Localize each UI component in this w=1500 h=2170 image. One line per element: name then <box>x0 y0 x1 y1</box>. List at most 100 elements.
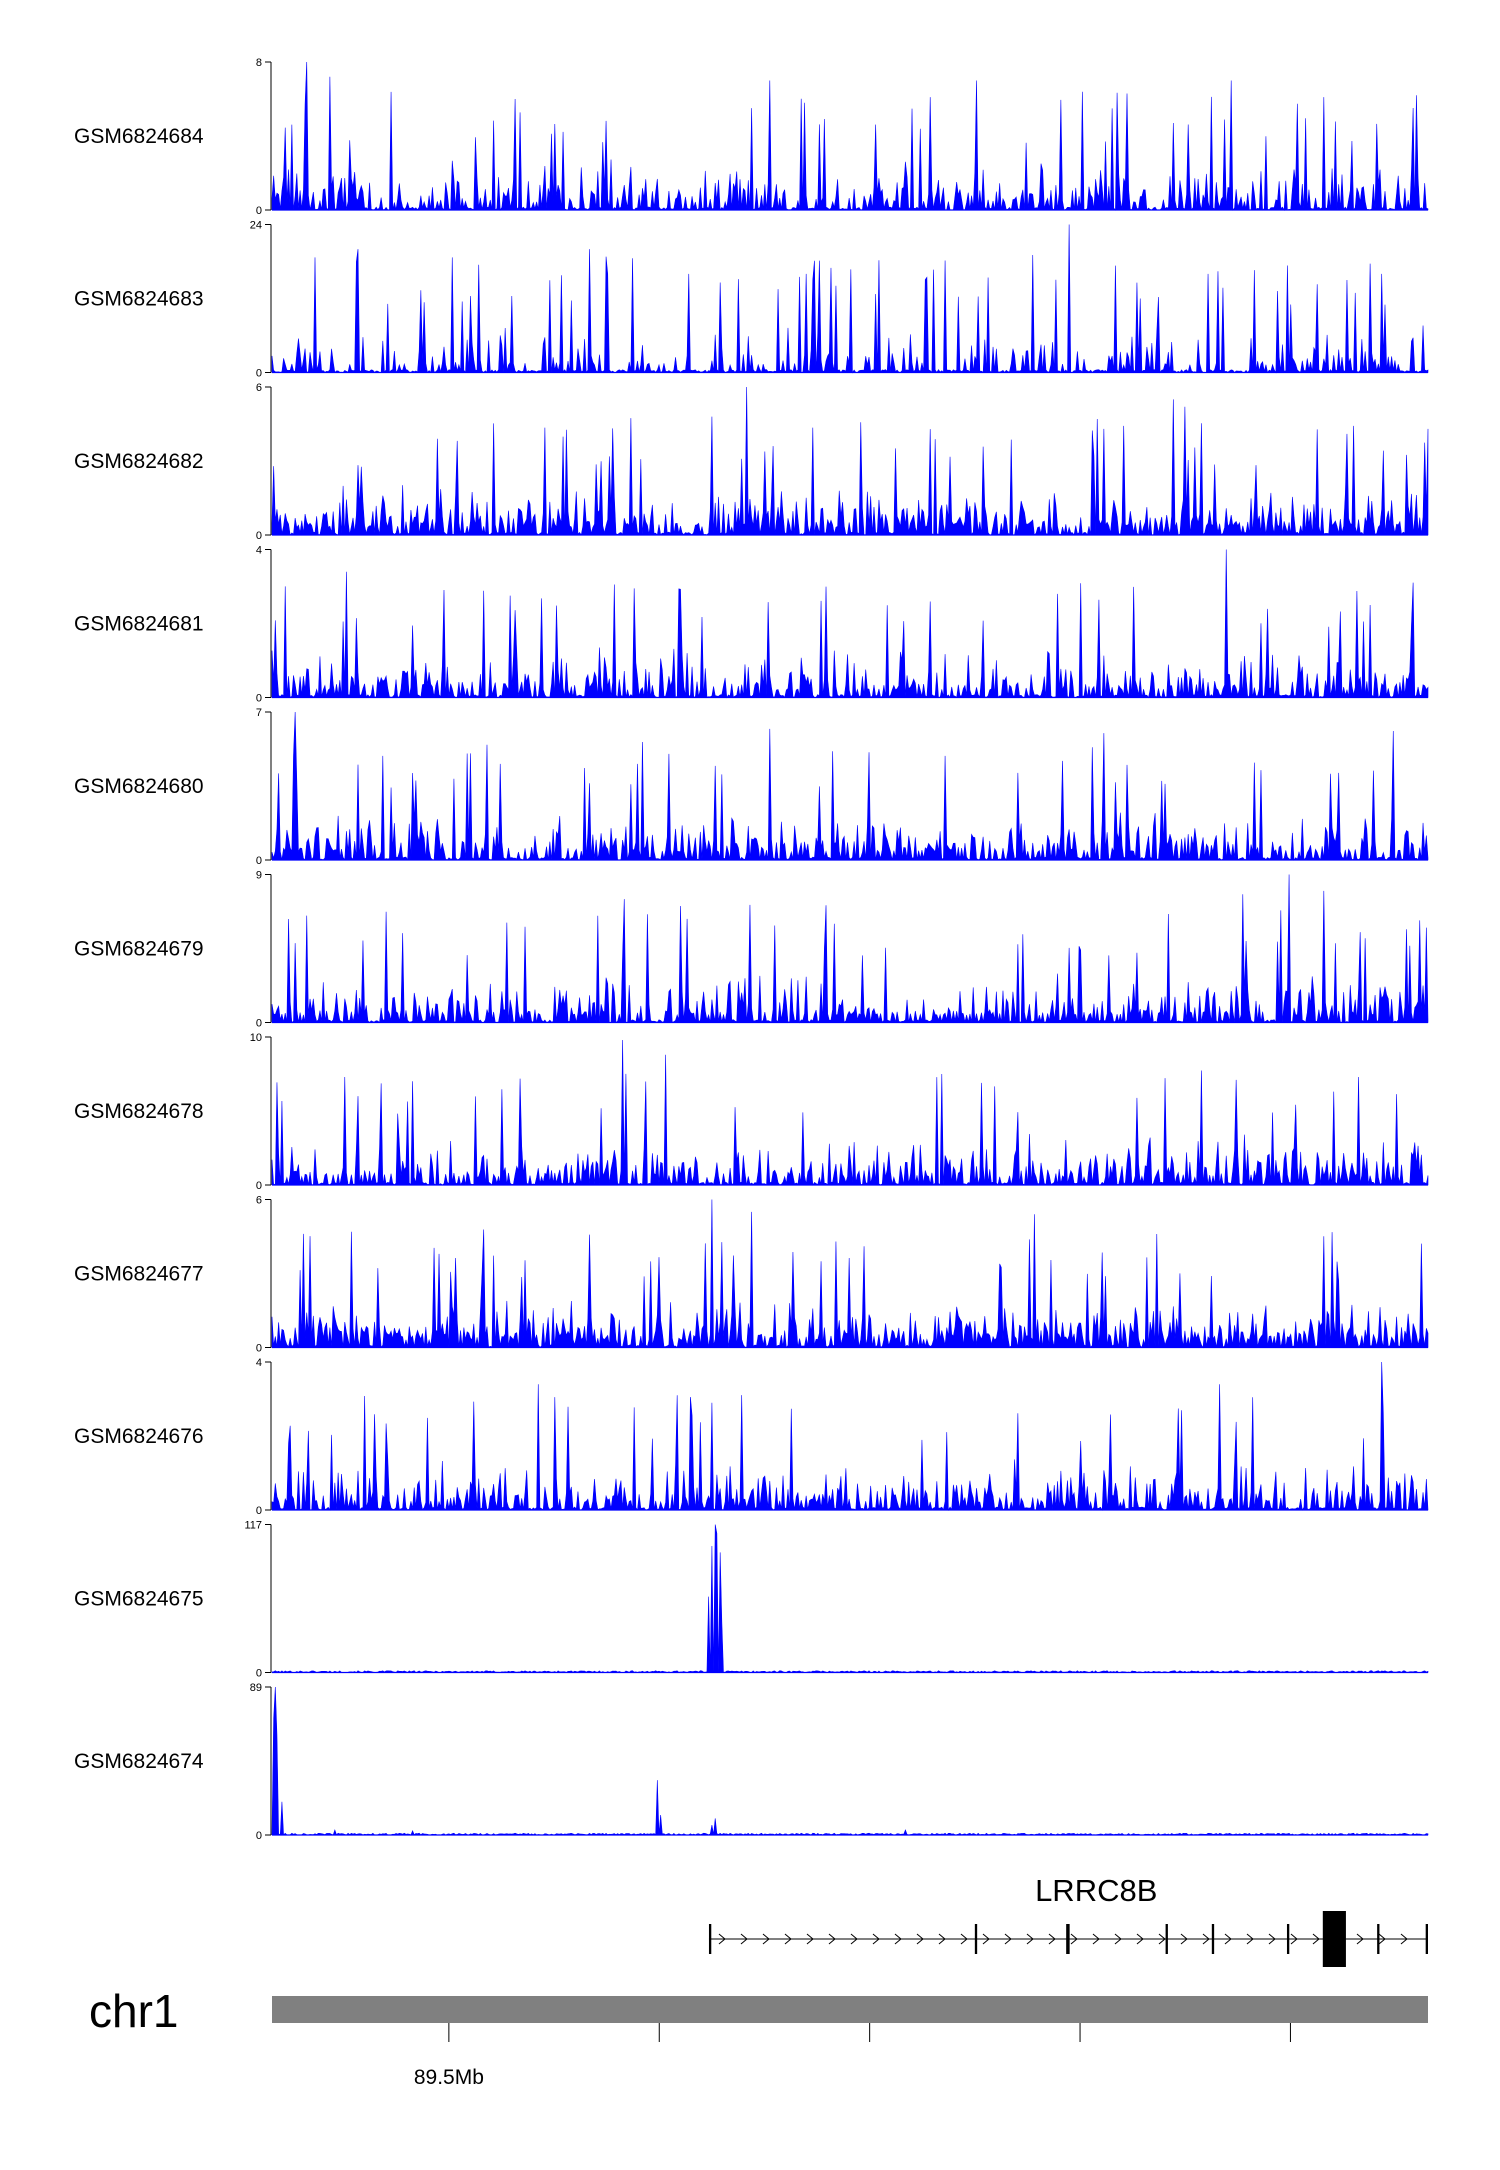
strand-arrow <box>1224 1933 1232 1945</box>
track-GSM6824678: GSM6824678 10 0 <box>74 1032 1429 1192</box>
y-min-label: 0 <box>256 855 262 867</box>
strand-arrow <box>1202 1933 1210 1945</box>
exon <box>1286 1924 1290 1954</box>
strand-arrow <box>718 1933 726 1945</box>
y-min-label: 0 <box>256 1018 262 1030</box>
signal-area <box>271 1361 1429 1512</box>
y-max-label: 10 <box>250 1032 262 1044</box>
track-label: GSM6824678 <box>74 1100 204 1123</box>
track-label: GSM6824677 <box>74 1263 204 1286</box>
y-max-label: 4 <box>256 1357 262 1369</box>
track-GSM6824675: GSM6824675 117 0 <box>74 1520 1429 1680</box>
strand-arrow <box>1070 1933 1078 1945</box>
strand-arrow <box>1268 1933 1276 1945</box>
strand-arrow <box>1004 1933 1012 1945</box>
signal-area <box>271 711 1429 861</box>
exon <box>1322 1911 1346 1967</box>
y-max-label: 7 <box>256 707 262 719</box>
chromosome-ideogram <box>272 1996 1428 2023</box>
y-max-label: 8 <box>256 57 262 69</box>
y-max-label: 6 <box>256 382 262 394</box>
signal-area <box>271 61 1429 211</box>
strand-arrow <box>872 1933 880 1945</box>
exon <box>1165 1924 1168 1954</box>
strand-arrow <box>1092 1933 1100 1945</box>
x-axis-tick-label: 89.5Mb <box>414 2066 484 2089</box>
signal-area <box>271 874 1429 1024</box>
track-label: GSM6824680 <box>74 775 204 798</box>
strand-arrow <box>1312 1933 1320 1945</box>
y-min-label: 0 <box>256 693 262 705</box>
track-GSM6824682: GSM6824682 6 0 <box>74 382 1429 542</box>
track-label: GSM6824681 <box>74 613 204 636</box>
track-GSM6824681: GSM6824681 4 0 <box>74 545 1429 705</box>
track-label: GSM6824684 <box>74 125 204 148</box>
y-min-label: 0 <box>256 1505 262 1517</box>
strand-arrow <box>916 1933 924 1945</box>
strand-arrow <box>784 1933 792 1945</box>
strand-arrow <box>828 1933 836 1945</box>
strand-arrow <box>960 1933 968 1945</box>
strand-arrow <box>894 1933 902 1945</box>
y-min-label: 0 <box>256 1343 262 1355</box>
signal-area <box>271 224 1429 374</box>
strand-arrow <box>1356 1933 1364 1945</box>
track-GSM6824680: GSM6824680 7 0 <box>74 707 1429 867</box>
signal-tracks: GSM682468480GSM6824683240GSM682468260GSM… <box>74 57 1429 1842</box>
track-GSM6824676: GSM6824676 4 0 <box>74 1357 1429 1517</box>
track-GSM6824683: GSM6824683 24 0 <box>74 220 1429 380</box>
track-label: GSM6824683 <box>74 288 204 311</box>
signal-area <box>271 1199 1429 1349</box>
y-max-label: 24 <box>250 220 262 232</box>
track-label: GSM6824674 <box>74 1750 204 1773</box>
strand-arrow <box>1400 1933 1408 1945</box>
y-min-label: 0 <box>256 368 262 380</box>
y-max-label: 4 <box>256 545 262 557</box>
y-max-label: 117 <box>244 1520 262 1532</box>
signal-area <box>271 1686 1429 1836</box>
track-label: GSM6824676 <box>74 1425 204 1448</box>
gene-track: LRRC8B <box>708 1873 1428 1967</box>
track-GSM6824679: GSM6824679 9 0 <box>74 870 1429 1030</box>
strand-arrow <box>1158 1933 1166 1945</box>
exon <box>708 1924 712 1954</box>
signal-area <box>271 386 1429 536</box>
exon <box>1377 1924 1380 1954</box>
strand-arrow <box>740 1933 748 1945</box>
y-min-label: 0 <box>256 1180 262 1192</box>
signal-area <box>271 1039 1429 1186</box>
track-label: GSM6824682 <box>74 450 204 473</box>
y-min-label: 0 <box>256 1830 262 1842</box>
y-max-label: 9 <box>256 870 262 882</box>
exon <box>1425 1924 1428 1954</box>
chromosome-axis: chr1 89.5Mb <box>89 1985 1428 2089</box>
chromosome-label: chr1 <box>89 1985 178 2037</box>
exon <box>1066 1924 1070 1954</box>
exon <box>1211 1924 1215 1954</box>
track-label: GSM6824679 <box>74 938 204 961</box>
strand-arrow <box>1180 1933 1188 1945</box>
signal-area <box>271 549 1429 699</box>
track-GSM6824684: GSM6824684 8 0 <box>74 57 1429 217</box>
strand-arrow <box>1290 1933 1298 1945</box>
y-min-label: 0 <box>256 1668 262 1680</box>
strand-arrow <box>762 1933 770 1945</box>
y-max-label: 6 <box>256 1195 262 1207</box>
strand-arrow <box>1026 1933 1034 1945</box>
y-min-label: 0 <box>256 205 262 217</box>
strand-arrow <box>1378 1933 1386 1945</box>
track-GSM6824674: GSM6824674 89 0 <box>74 1682 1429 1842</box>
strand-arrow <box>982 1933 990 1945</box>
track-GSM6824677: GSM6824677 6 0 <box>74 1195 1429 1355</box>
strand-arrow <box>1136 1933 1144 1945</box>
strand-arrow <box>938 1933 946 1945</box>
gene-label-lrrc8b: LRRC8B <box>1035 1873 1157 1908</box>
strand-arrow <box>1048 1933 1056 1945</box>
strand-arrow <box>1246 1933 1254 1945</box>
signal-area <box>271 1524 1429 1673</box>
strand-arrow <box>806 1933 814 1945</box>
strand-arrow <box>850 1933 858 1945</box>
strand-arrow <box>1114 1933 1122 1945</box>
exon <box>974 1924 978 1954</box>
